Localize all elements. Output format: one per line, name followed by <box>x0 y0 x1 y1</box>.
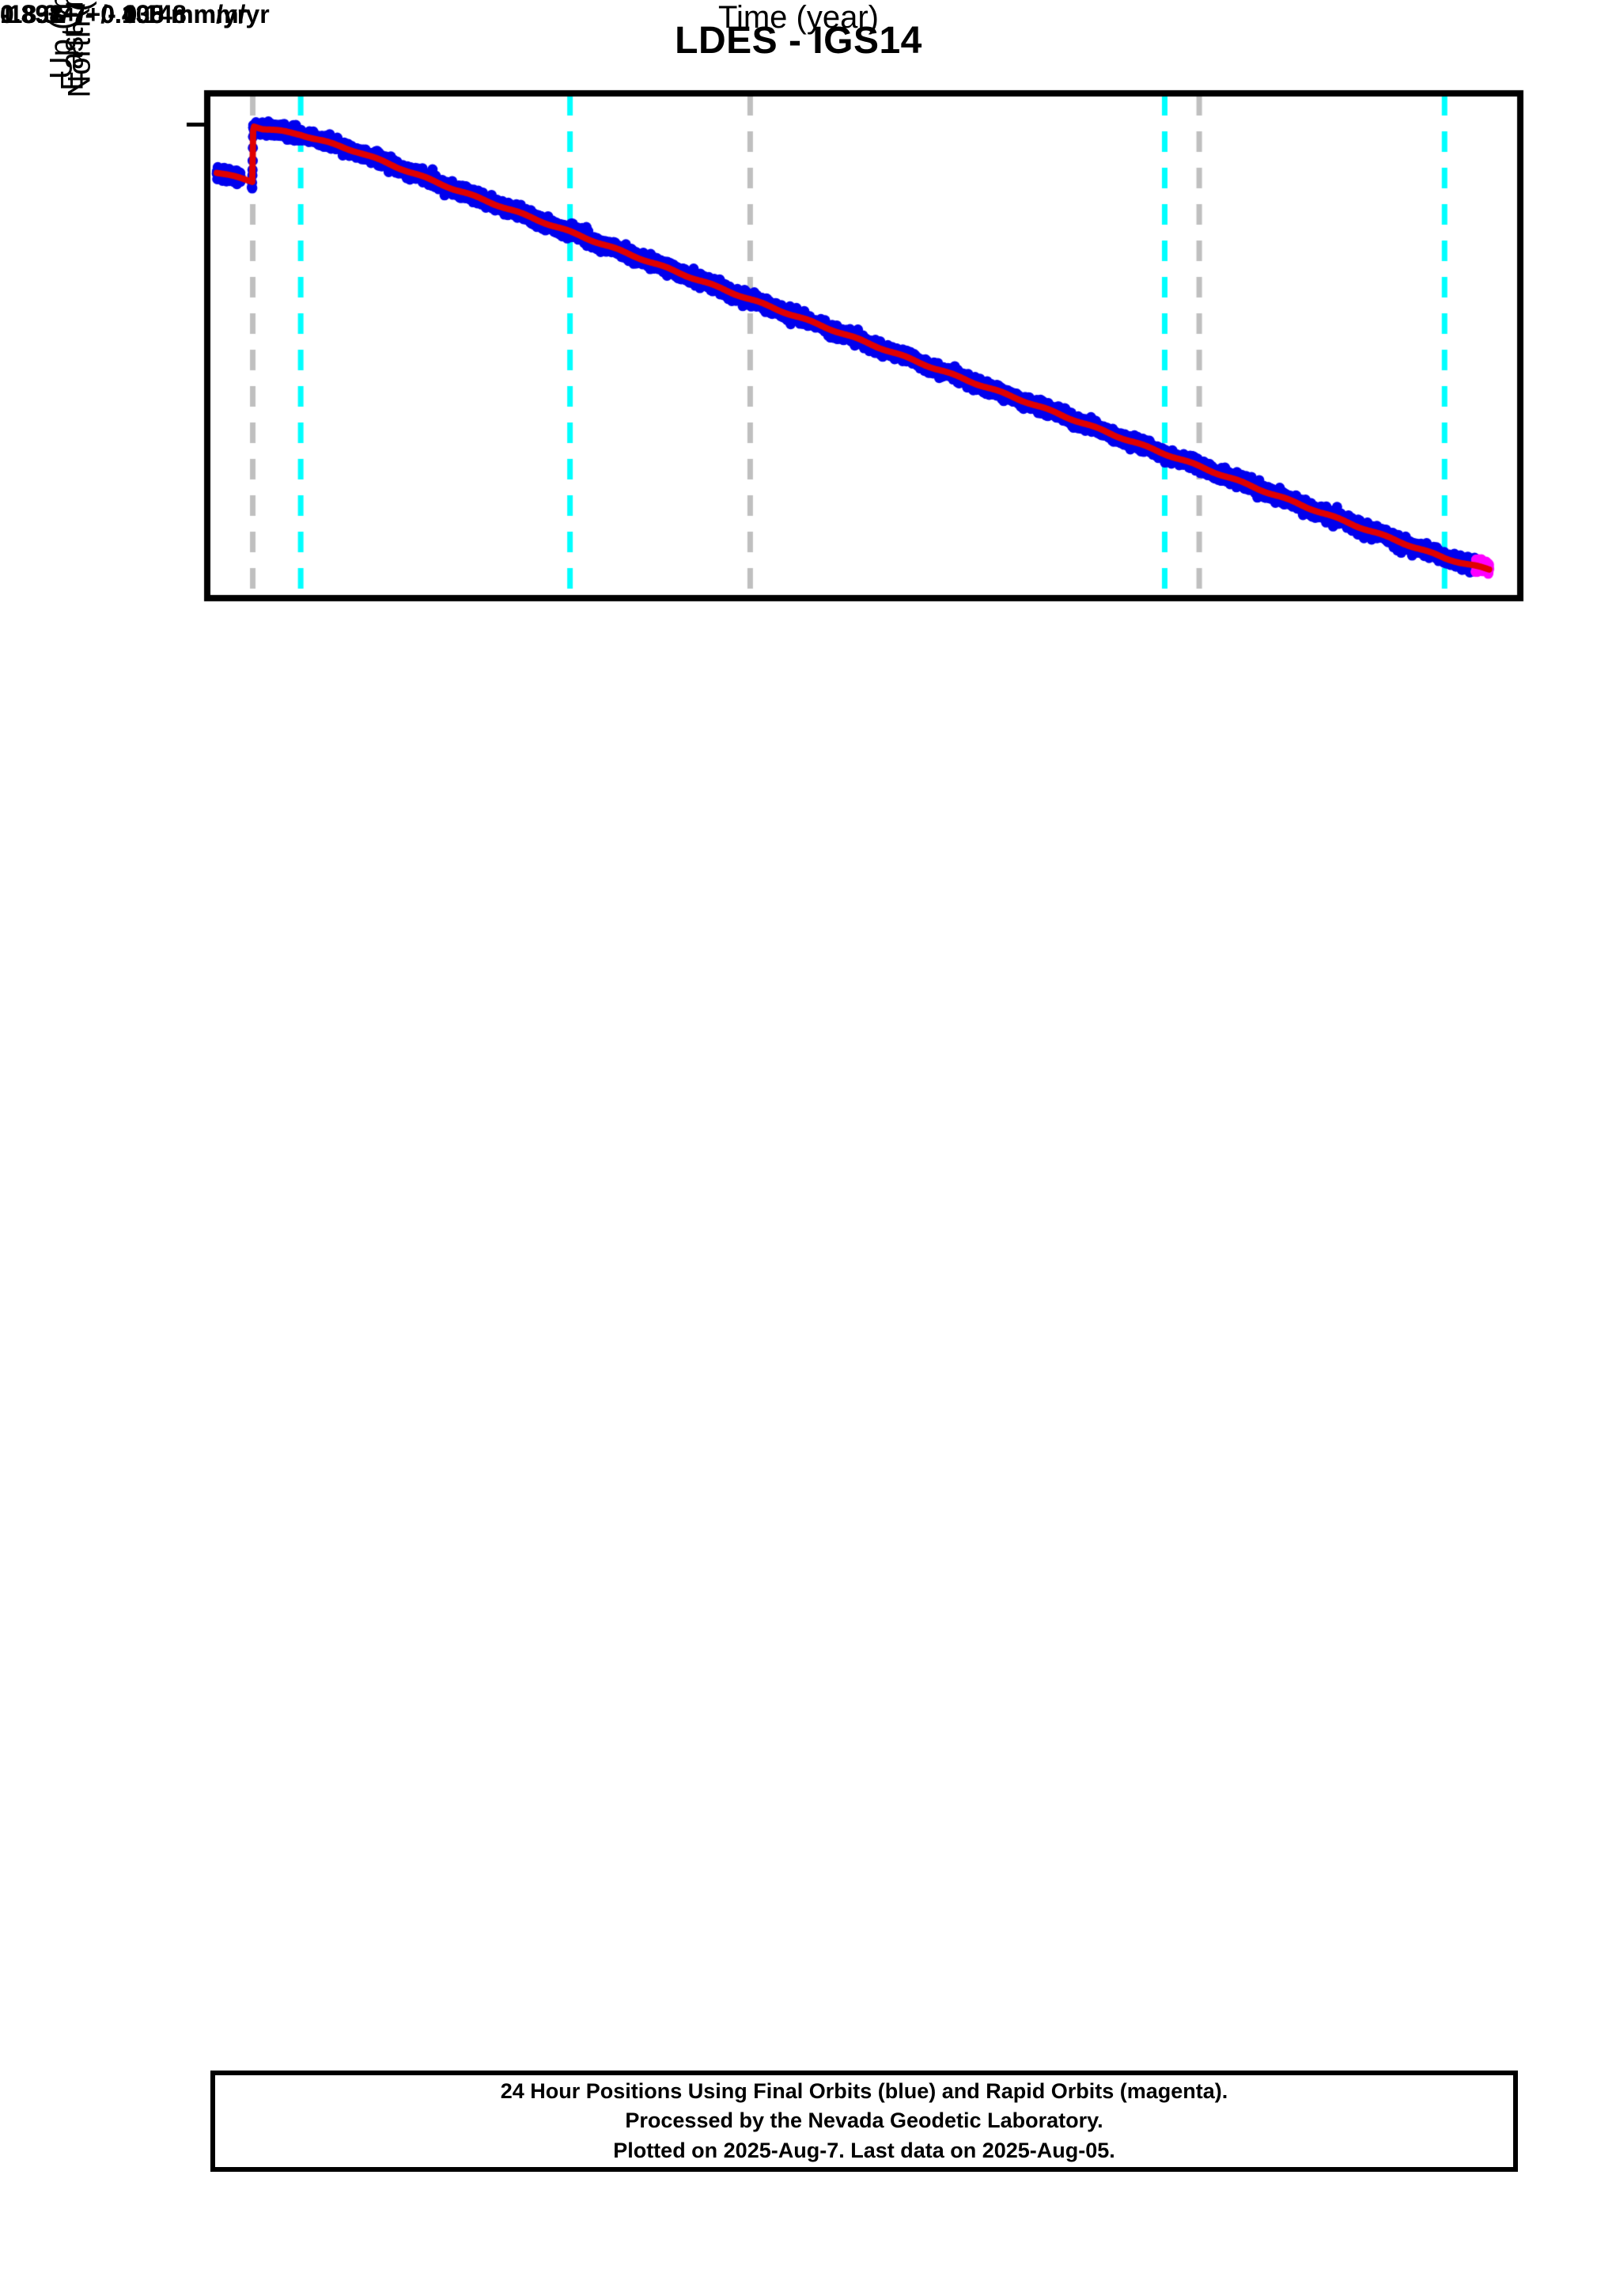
x-axis-label: Time (year) <box>718 0 879 35</box>
footer-line-1: 24 Hour Positions Using Final Orbits (bl… <box>500 2079 1228 2104</box>
rate-annotation-east: -18.377+/- 0.148 mm/yr <box>0 0 270 28</box>
rate-annotation-up: 1.898+/- 0.405 mm/yr <box>0 0 248 28</box>
footer-line-2: Processed by the Nevada Geodetic Laborat… <box>625 2108 1103 2133</box>
footer-caption-box: 24 Hour Positions Using Final Orbits (bl… <box>210 2071 1518 2172</box>
page-title: LDES - IGS14 <box>675 20 922 62</box>
rate-annotation-north: 0.331+/- 0.138 mm/yr <box>0 0 248 28</box>
footer-line-3: Plotted on 2025-Aug-7. Last data on 2025… <box>613 2138 1115 2162</box>
